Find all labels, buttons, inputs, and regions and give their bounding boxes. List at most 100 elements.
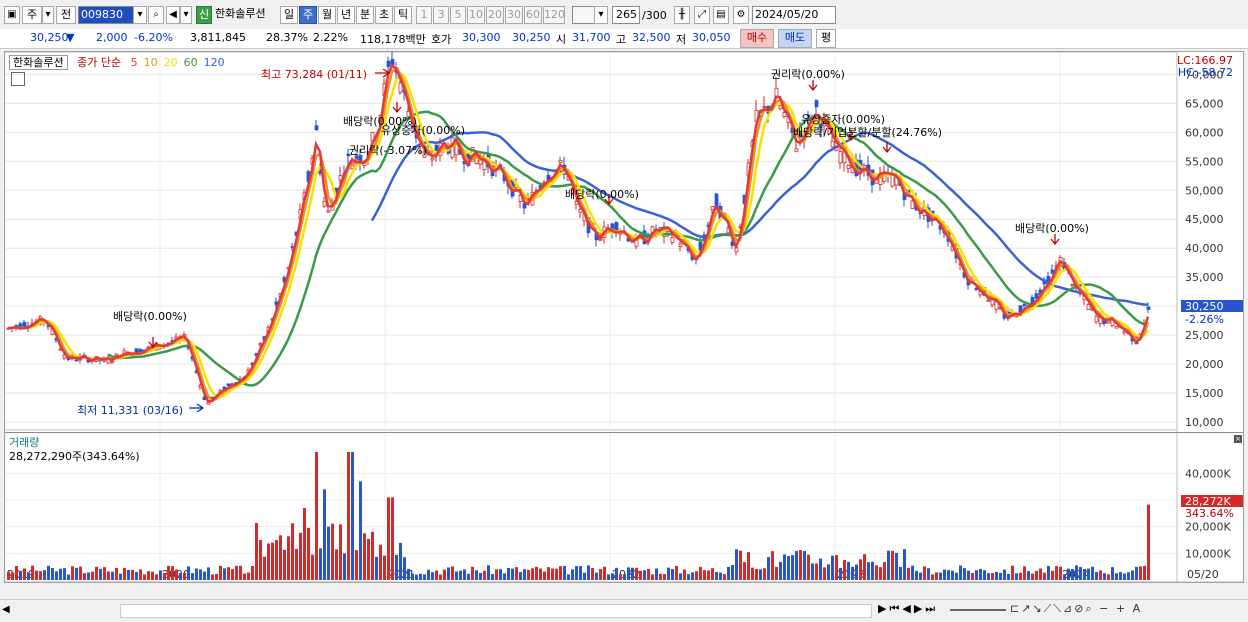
volume-bar [7,571,10,580]
volume-bar [691,572,694,580]
window-icon[interactable]: ▣ [4,6,20,24]
scrollbar[interactable] [120,604,872,618]
volume-bar [1055,566,1058,580]
volume-bar [687,574,690,580]
candle [422,151,427,158]
volume-bar [999,572,1002,580]
candle [986,299,991,302]
search-icon[interactable]: ⌕ [148,6,164,24]
volume-bar [559,566,562,580]
volume-bar [175,569,178,580]
close-icon[interactable]: × [1234,435,1242,443]
buy-button[interactable]: 매수 [740,29,774,48]
period-select[interactable]: 주 [22,6,42,24]
period-tab[interactable]: 초 [375,6,393,24]
volume-bar [475,570,478,580]
volume-bar [295,549,298,580]
volume-bar [699,566,702,580]
volume-bar [275,540,278,580]
interval-button[interactable]: 1 [416,6,432,24]
dropdown-arrow-icon[interactable]: ▾ [180,6,192,24]
count-input[interactable]: 265 [612,6,640,24]
candle [794,148,799,152]
volume-bar [979,568,982,580]
dropdown-arrow-icon[interactable]: ▾ [133,6,147,24]
period-tab[interactable]: 월 [318,6,336,24]
volume-bar [163,573,166,580]
ma-line [370,131,1149,306]
interval-button[interactable]: 3 [433,6,449,24]
period-tab[interactable]: 분 [356,6,374,24]
x-tick: 05/20 [1187,568,1219,581]
zoom-slider[interactable] [950,609,1006,611]
period-tab[interactable]: 일 [280,6,298,24]
volume-bar [927,568,930,580]
drawing-tools-icon[interactable]: ⊏↗↘⟋⟍⊿⊘⌕ − + A [1010,602,1143,615]
volume-bar [111,571,114,580]
volume-bar [55,571,58,580]
volume-bar [91,571,94,580]
volume-bar [159,570,162,580]
volume-bar [431,572,434,580]
volume-bar [799,550,802,580]
volume-bar [31,565,34,580]
interval-button[interactable]: 30 [505,6,523,24]
sell-button[interactable]: 매도 [778,29,812,48]
candle [1070,283,1075,287]
vol-tick: 40,000K [1185,467,1231,480]
zoom-icon[interactable]: ⤢ [694,6,710,24]
price-chart[interactable]: 70,000 65,000 60,000 55,000 50,000 45,000 40,0… [5,52,1243,582]
panel-divider[interactable] [5,432,1243,433]
chart-panel[interactable]: 70,000 65,000 60,000 55,000 50,000 45,000 40,0… [4,51,1244,583]
volume-bar [895,552,898,580]
dropdown-arrow-icon[interactable]: ▾ [42,6,54,24]
interval-button[interactable]: 20 [486,6,504,24]
volume-bar [1015,573,1018,580]
high-arrow [375,68,391,78]
period-tab[interactable]: 년 [337,6,355,24]
volume-bar [935,572,938,580]
volume-bar [1023,566,1026,580]
volume-bar [1019,572,1022,580]
stock-code-input[interactable]: 009830 [78,6,136,24]
gear-icon[interactable]: ⚙ [733,6,749,24]
volume-bar [727,566,730,580]
grid-icon[interactable] [11,72,25,86]
ma-legend-item: 5 [130,56,138,69]
volume-bar [199,569,202,580]
date-input[interactable]: 2024/05/20 [752,6,836,24]
volume-bar [359,481,362,580]
save-icon[interactable]: ▤ [713,6,729,24]
period-tab[interactable]: 틱 [394,6,412,24]
interval-button[interactable]: 120 [543,6,565,24]
candle-icon[interactable]: ╫ [674,6,690,24]
volume-bar [119,573,122,580]
period-tab[interactable]: 주 [299,6,317,24]
current-pct: -2.26% [1185,313,1224,326]
candle [122,350,127,354]
scroll-left-icon[interactable]: ◀ [2,604,10,615]
flat-button[interactable]: 평 [816,29,836,48]
volume-bar [655,568,658,580]
candle [578,209,583,213]
open-label: 시 [556,33,567,46]
lc-label: LC:166.97 [1176,54,1233,67]
volume-bar [355,550,358,580]
nav-controls-icon[interactable]: ▶⏮◀▶⏭ [878,602,939,615]
volume-bar [63,568,66,580]
prev-button[interactable]: 전 [56,6,76,24]
volume-bar [523,569,526,580]
volume-bar [783,554,786,580]
volume-bar [27,572,30,580]
interval-button[interactable]: 10 [467,6,485,24]
volume-bar [743,562,746,580]
speaker-icon[interactable]: ◀ [166,6,180,24]
volume-bar [715,572,718,580]
interval-button[interactable]: 5 [450,6,466,24]
dropdown-arrow-icon[interactable]: ▾ [594,6,608,24]
volume-bar [171,566,174,580]
interval-button[interactable]: 60 [524,6,542,24]
volume-bar [631,567,634,580]
volume-bar [983,570,986,580]
price-tick: 65,000 [1185,97,1224,110]
